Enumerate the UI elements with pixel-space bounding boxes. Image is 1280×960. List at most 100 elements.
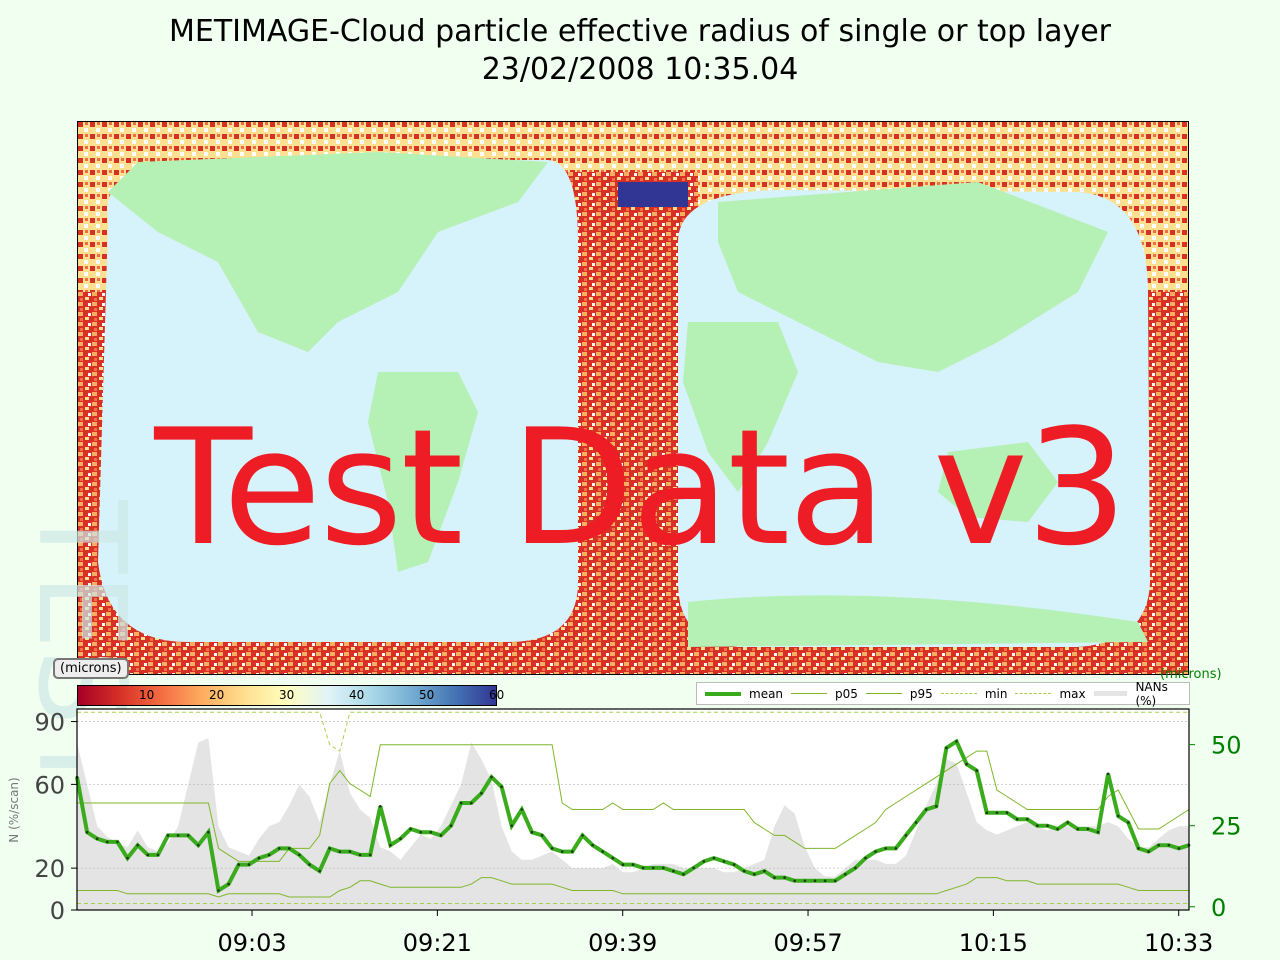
mean-point <box>1066 821 1069 824</box>
x-tick-label-10:33: 10:33 <box>1144 929 1213 957</box>
chart-subtitle: 23/02/2008 10:35.04 <box>481 52 799 87</box>
mean-point <box>874 850 877 853</box>
mean-point <box>429 830 433 834</box>
mean-point <box>641 866 645 870</box>
mean-point <box>288 847 291 850</box>
mean-point <box>611 856 615 860</box>
mean-point <box>217 889 220 892</box>
mean-point <box>166 834 170 837</box>
mean-point <box>621 863 625 866</box>
mean-point <box>419 830 423 834</box>
mean-point <box>1116 814 1120 818</box>
mean-point <box>328 847 332 850</box>
left-tick-label-60: 60 <box>34 771 65 799</box>
mean-point <box>763 869 766 873</box>
right-axis-unit: (microns) <box>1160 667 1222 682</box>
mean-point <box>207 830 210 834</box>
colorbar-tick-60: 60 <box>489 688 505 702</box>
mean-point <box>176 834 180 837</box>
mean-point <box>267 853 271 857</box>
mean-point <box>146 853 150 857</box>
mean-point <box>550 847 554 850</box>
mean-point <box>945 746 948 750</box>
mean-point <box>571 850 574 853</box>
legend-label-p05: p05 <box>835 686 858 701</box>
series-p95-line <box>77 744 1190 862</box>
x-tick-label-09:57: 09:57 <box>773 929 842 957</box>
x-tick-label-09:21: 09:21 <box>403 929 472 957</box>
colorbar-unit-label: (microns) <box>53 658 129 679</box>
legend-label-nans: NANs (%) <box>1135 679 1168 708</box>
mean-point <box>85 830 89 834</box>
legend-item-mean: mean <box>705 687 783 701</box>
mean-point <box>1046 824 1049 827</box>
mean-point <box>368 853 372 857</box>
mean-point <box>1137 847 1140 850</box>
mean-point <box>1127 821 1130 824</box>
land-south-america <box>368 372 478 572</box>
mean-point <box>864 856 867 860</box>
left-tick-label-0: 0 <box>50 897 65 925</box>
mean-point <box>116 840 119 844</box>
land-antarctica <box>688 595 1148 647</box>
mean-point <box>298 853 301 857</box>
mean-point <box>1005 811 1009 814</box>
mean-point <box>540 834 544 837</box>
legend-swatch-nans <box>1093 691 1128 696</box>
map-panel <box>77 121 1189 675</box>
land-eurasia <box>718 182 1108 372</box>
mean-point <box>682 873 685 876</box>
mean-point <box>1026 817 1029 821</box>
left-axis-label: N (%/scan) <box>7 777 21 842</box>
legend-item-min: min <box>940 686 1008 701</box>
legend-item-nans: NANs (%) <box>1093 679 1189 708</box>
legend-item-p05: p05 <box>791 687 858 701</box>
mean-point <box>833 879 837 883</box>
legend-label-min: min <box>984 686 1008 701</box>
mean-point <box>389 843 392 847</box>
legend-label-max: max <box>1059 686 1086 701</box>
mean-point <box>247 863 251 866</box>
right-tick-label-25: 25 <box>1211 813 1242 841</box>
mean-point <box>227 882 230 886</box>
land-australia <box>938 442 1058 522</box>
colorbar-tick-20: 20 <box>209 688 225 702</box>
left-tick-label-20: 20 <box>34 855 65 883</box>
mean-point <box>490 775 493 779</box>
mean-point <box>712 856 716 860</box>
legend-swatch-max <box>1015 693 1052 694</box>
mean-point <box>813 879 817 883</box>
mean-point <box>520 808 524 811</box>
mean-point <box>399 837 402 840</box>
right-tick-label-50: 50 <box>1211 732 1242 760</box>
mean-point <box>803 879 807 883</box>
legend-swatch-mean <box>705 691 741 696</box>
mean-point <box>1096 830 1100 834</box>
mean-point <box>257 856 261 860</box>
mean-point <box>924 808 928 811</box>
mean-point <box>126 856 129 860</box>
mean-point <box>773 876 776 879</box>
mean-point <box>823 879 827 883</box>
ocean-west <box>98 160 578 642</box>
mean-point <box>1015 817 1019 821</box>
colorbar-tick-10: 10 <box>139 688 155 702</box>
mean-point <box>500 785 503 789</box>
mean-point <box>1086 827 1090 831</box>
mean-point <box>985 811 989 814</box>
legend-label-p95: p95 <box>909 686 933 701</box>
colorbar-tick-30: 30 <box>279 688 295 702</box>
mean-point <box>1076 827 1080 831</box>
mean-point <box>753 873 756 876</box>
mean-point <box>844 873 847 876</box>
mean-point <box>732 863 736 866</box>
mean-point <box>136 843 139 847</box>
mean-point <box>338 850 342 853</box>
mean-point <box>894 847 898 850</box>
mean-point <box>560 850 564 853</box>
mean-point <box>591 843 594 847</box>
series-max-line <box>77 711 1189 752</box>
cloud-large-particles <box>618 182 688 207</box>
mean-point <box>631 863 635 866</box>
mean-point <box>318 869 321 873</box>
